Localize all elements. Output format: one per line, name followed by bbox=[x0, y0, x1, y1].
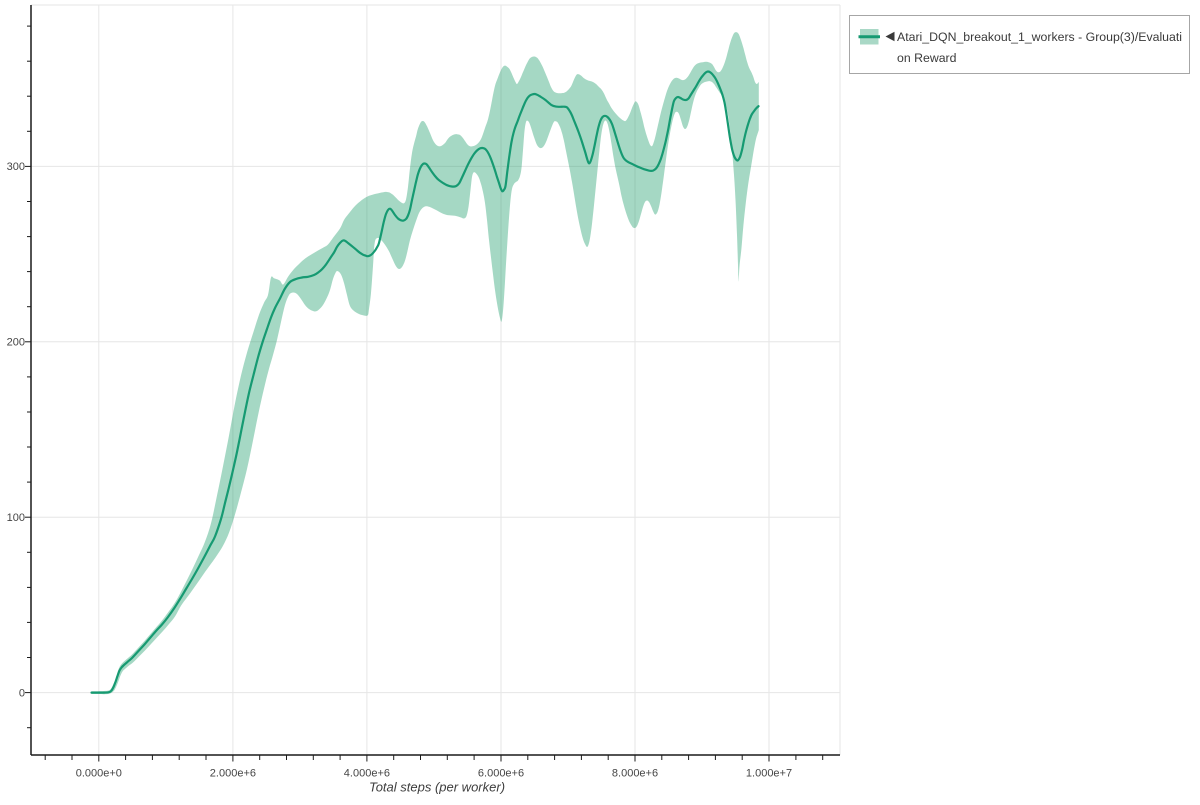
svg-text:on Reward: on Reward bbox=[897, 51, 957, 65]
svg-text:1.000e+7: 1.000e+7 bbox=[746, 768, 792, 780]
svg-text:4.000e+6: 4.000e+6 bbox=[344, 768, 390, 780]
svg-text:200: 200 bbox=[7, 337, 25, 349]
svg-text:8.000e+6: 8.000e+6 bbox=[612, 768, 658, 780]
svg-text:100: 100 bbox=[7, 512, 25, 524]
svg-text:Atari_DQN_breakout_1_workers -: Atari_DQN_breakout_1_workers - Group(3)/… bbox=[897, 30, 1182, 44]
svg-text:Total steps (per worker): Total steps (per worker) bbox=[369, 780, 505, 795]
svg-text:0: 0 bbox=[19, 687, 25, 699]
svg-text:6.000e+6: 6.000e+6 bbox=[478, 768, 524, 780]
svg-text:300: 300 bbox=[7, 161, 25, 173]
svg-text:2.000e+6: 2.000e+6 bbox=[210, 768, 256, 780]
svg-text:0.000e+0: 0.000e+0 bbox=[76, 768, 122, 780]
